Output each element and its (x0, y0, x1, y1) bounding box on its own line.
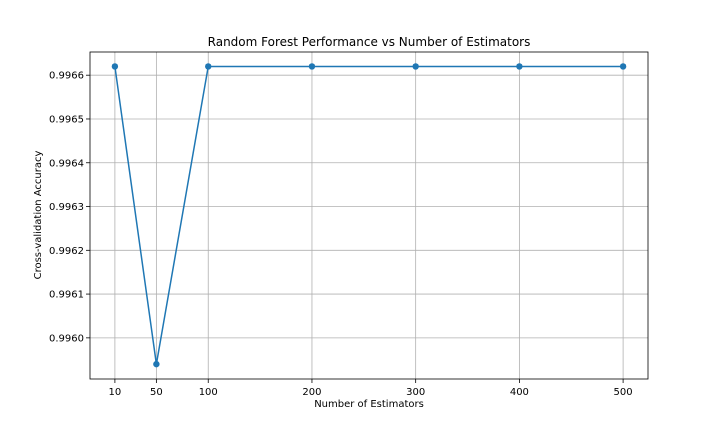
x-tick-label: 300 (406, 387, 425, 398)
y-axis: 0.9960 0.9961 0.9962 0.9963 0.9964 0.9965 0.99… (49, 71, 90, 344)
data-point (619, 63, 627, 70)
data-point (308, 63, 316, 70)
grid (90, 52, 648, 379)
data-point (205, 63, 212, 70)
y-tick-label: 0.9963 (49, 202, 84, 213)
x-axis-label: Number of Estimators (314, 399, 424, 410)
series-line (114, 65, 624, 365)
x-tick-label: 500 (614, 387, 633, 398)
x-tick-label: 400 (510, 387, 529, 398)
y-tick-label: 0.9964 (49, 158, 84, 169)
y-tick-label: 0.9965 (49, 114, 84, 125)
y-tick-label: 0.9966 (49, 71, 84, 82)
x-tick-label: 200 (302, 387, 321, 398)
series-layer (111, 63, 627, 368)
x-tick-label: 10 (109, 387, 122, 398)
data-point (153, 360, 160, 368)
x-tick-label: 50 (150, 387, 163, 398)
data-point (412, 63, 419, 70)
data-point (516, 63, 523, 70)
chart-title: Random Forest Performance vs Number of E… (208, 35, 531, 49)
y-tick-label: 0.9961 (49, 290, 84, 301)
y-axis-label: Cross-validation Accuracy (33, 151, 44, 280)
x-tick-label: 100 (199, 387, 218, 398)
y-tick-label: 0.9962 (49, 246, 84, 257)
plot-frame (89, 51, 649, 380)
x-axis: 10 50 100 200 300 400 500 (109, 379, 633, 398)
y-tick-label: 0.9960 (49, 333, 84, 344)
data-point (111, 63, 119, 70)
